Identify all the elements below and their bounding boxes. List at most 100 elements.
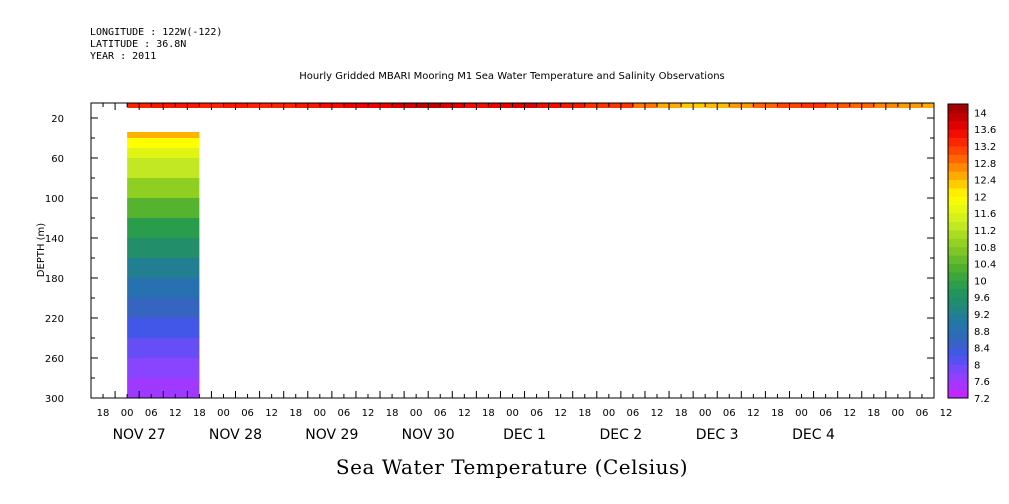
x-axis: 18 00 06 12 18 00 06 12 18 00 06 12 18 00 06 12 18 00 06 12… (90, 103, 953, 443)
x-hour-label: 12 (940, 408, 953, 419)
colorbar-swatch (948, 330, 968, 340)
colorbar-swatch (948, 204, 968, 214)
colorbar-label: 12.8 (974, 159, 996, 170)
colorbar-label: 7.2 (974, 394, 990, 405)
colorbar-swatch (948, 213, 968, 222)
profile-cell (127, 238, 200, 259)
profile-cell (127, 358, 200, 379)
x-hour-label: 06 (434, 408, 447, 419)
colorbar-swatch (948, 356, 968, 365)
y-tick-label: 20 (51, 114, 64, 125)
colorbar-label: 13.2 (974, 142, 996, 153)
colorbar: 14 13.6 13.2 12.8 12.4 12 11.6 11.2 10.8 10.4 10 9.… (947, 103, 996, 405)
longitude-label: LONGITUDE : 122W(-122) (90, 27, 222, 38)
colorbar-swatch (948, 171, 968, 180)
x-hour-label: 18 (482, 408, 495, 419)
colorbar-swatch (948, 146, 968, 155)
profile-cell (127, 298, 200, 319)
x-day-label: DEC 4 (792, 427, 835, 443)
colorbar-label: 8.8 (974, 327, 990, 338)
x-day-label: NOV 28 (209, 427, 262, 443)
profile-cell (127, 378, 200, 398)
colorbar-label: 13.6 (974, 125, 996, 136)
profile-cell (127, 132, 200, 139)
x-day-label: DEC 3 (696, 427, 739, 443)
colorbar-swatch (948, 389, 968, 399)
x-axis-title: Sea Water Temperature (Celsius) (336, 455, 688, 479)
profile-cell (127, 278, 200, 299)
colorbar-swatch (948, 288, 968, 298)
profile-cell (127, 148, 200, 159)
x-hour-label: 06 (338, 408, 351, 419)
x-hour-label: 18 (193, 408, 206, 419)
colorbar-label: 9.6 (974, 293, 990, 304)
colorbar-label: 8 (974, 360, 980, 371)
colorbar-swatch (948, 347, 968, 357)
x-day-label: NOV 27 (113, 427, 166, 443)
y-axis-label: DEPTH (m) (36, 223, 47, 277)
colorbar-label: 12.4 (974, 176, 996, 187)
colorbar-swatch (948, 221, 968, 231)
colorbar-swatch (948, 297, 968, 306)
x-day-label: NOV 30 (402, 427, 455, 443)
profile-cell (127, 158, 200, 179)
colorbar-swatch (948, 246, 968, 256)
colorbar-frame (947, 103, 969, 399)
colorbar-label: 8.4 (974, 344, 990, 355)
x-hour-label: 18 (578, 408, 591, 419)
x-hour-label: 06 (145, 408, 158, 419)
x-hour-label: 00 (313, 408, 326, 419)
x-hour-label: 12 (747, 408, 760, 419)
profile-cell (127, 138, 200, 149)
profile-cell (127, 218, 200, 239)
y-tick-label: 60 (51, 154, 64, 165)
x-hour-label: 18 (97, 408, 110, 419)
colorbar-label: 11.2 (974, 226, 996, 237)
x-hour-label: 12 (651, 408, 664, 419)
colorbar-swatch (948, 255, 968, 264)
colorbar-swatch (948, 305, 968, 315)
x-hour-label: 12 (458, 408, 471, 419)
colorbar-swatch (948, 104, 968, 113)
x-hour-label: 00 (892, 408, 905, 419)
colorbar-swatch (948, 188, 968, 197)
y-tick-label: 260 (45, 354, 64, 365)
profile-cell (127, 318, 200, 339)
x-day-label: NOV 29 (305, 427, 358, 443)
colorbar-swatch (948, 339, 968, 348)
x-hour-label: 06 (241, 408, 254, 419)
x-hour-label: 18 (867, 408, 880, 419)
surface-cell (921, 103, 934, 108)
x-hour-label: 06 (530, 408, 543, 419)
colorbar-swatch (948, 238, 968, 248)
colorbar-label: 12 (974, 192, 987, 203)
profile-cell (127, 178, 200, 199)
x-day-label: DEC 2 (599, 427, 642, 443)
y-tick-label: 300 (45, 394, 64, 405)
plot-frame (90, 102, 935, 399)
x-hour-label: 06 (723, 408, 736, 419)
x-hour-label: 12 (554, 408, 567, 419)
colorbar-label: 7.6 (974, 377, 990, 388)
colorbar-swatch (948, 364, 968, 374)
y-axis: 20 60 100 140 180 220 260 300 (45, 114, 934, 405)
colorbar-label: 11.6 (974, 209, 996, 220)
x-hour-label: 00 (121, 408, 134, 419)
x-hour-label: 18 (386, 408, 399, 419)
y-tick-label: 100 (45, 194, 64, 205)
colorbar-swatch (948, 112, 968, 122)
colorbar-swatch (948, 372, 968, 382)
x-hour-label: 00 (602, 408, 615, 419)
latitude-label: LATITUDE : 36.8N (90, 39, 186, 50)
colorbar-swatch (948, 322, 968, 332)
x-hour-label: 12 (843, 408, 856, 419)
profile-cell (127, 258, 200, 279)
colorbar-label: 10.4 (974, 260, 996, 271)
x-hour-label: 12 (169, 408, 182, 419)
y-tick-label: 180 (45, 274, 64, 285)
x-hour-label: 12 (265, 408, 278, 419)
colorbar-swatch (948, 196, 968, 206)
colorbar-swatch (948, 162, 968, 172)
x-hour-label: 00 (699, 408, 712, 419)
colorbar-label: 10.8 (974, 243, 996, 254)
